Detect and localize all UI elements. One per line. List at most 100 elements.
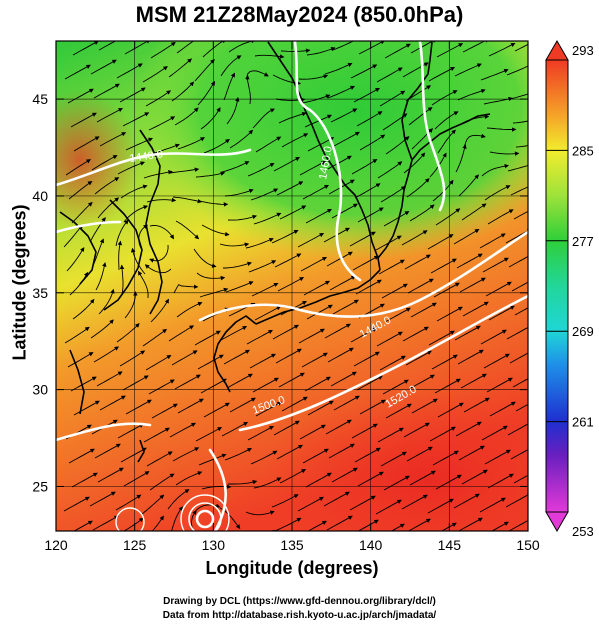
streamline <box>119 87 146 103</box>
plot-area: 1440.0 1460.0 1500.0 1520.0 1440.0 <box>56 41 528 531</box>
streamline <box>359 134 386 151</box>
streamline <box>409 204 435 222</box>
streamline <box>223 72 235 101</box>
streamline <box>130 247 146 275</box>
streamline <box>89 217 106 243</box>
streamline <box>119 264 125 295</box>
streamline <box>271 229 299 244</box>
streamline <box>117 240 123 271</box>
streamline <box>510 186 528 196</box>
streamline <box>247 425 274 441</box>
longitude-gridlines <box>134 41 450 531</box>
streamline <box>279 205 307 220</box>
colorbar-tick-label: 261 <box>572 415 594 430</box>
streamline <box>299 424 326 440</box>
streamline <box>325 419 352 435</box>
streamline <box>299 160 326 176</box>
streamline <box>403 422 430 438</box>
streamline <box>461 203 487 221</box>
streamline <box>124 291 138 319</box>
credit-data: Data from http://database.rish.kyoto-u.a… <box>162 610 437 621</box>
streamline <box>453 493 480 509</box>
streamline <box>92 515 119 531</box>
streamline <box>515 145 528 148</box>
streamline <box>434 111 459 130</box>
colorbar-lower-extension <box>545 511 569 532</box>
streamline <box>138 270 149 299</box>
streamline <box>458 174 480 197</box>
contour-line-4 <box>198 230 528 322</box>
streamline <box>73 400 100 416</box>
streamline <box>254 54 285 59</box>
streamline <box>301 94 331 104</box>
streamline <box>72 41 99 56</box>
x-ticks <box>55 41 529 531</box>
streamline <box>324 323 351 339</box>
streamline <box>457 88 486 101</box>
streamline <box>248 260 277 273</box>
streamline <box>64 326 90 344</box>
x-tick-label: 145 <box>438 537 462 553</box>
streamline <box>174 107 199 126</box>
streamline <box>203 402 230 418</box>
streamline <box>253 477 282 489</box>
streamline <box>124 41 151 55</box>
streamline <box>486 127 517 132</box>
streamline <box>123 517 144 531</box>
streamline <box>305 472 332 488</box>
streamline <box>354 447 381 463</box>
streamline <box>327 85 355 99</box>
streamline <box>480 329 507 345</box>
streamline <box>229 397 256 413</box>
x-tick-label: 140 <box>359 537 383 553</box>
streamline <box>329 275 356 291</box>
streamline <box>226 96 240 125</box>
streamline <box>351 159 378 175</box>
streamline <box>384 43 411 59</box>
streamline <box>381 283 408 299</box>
streamline <box>175 471 203 486</box>
streamline <box>250 450 278 465</box>
streamline <box>276 181 304 196</box>
streamline <box>456 253 483 269</box>
streamline <box>150 298 169 323</box>
y-tick-label: 30 <box>32 382 48 398</box>
streamline <box>197 354 224 370</box>
streamline <box>71 201 93 224</box>
streamline <box>94 443 121 459</box>
streamline <box>193 248 217 268</box>
streamline <box>98 288 115 315</box>
streamline <box>326 251 353 267</box>
streamline <box>489 151 520 156</box>
streamline <box>458 445 485 461</box>
streamline <box>67 352 94 368</box>
streamline <box>169 167 200 174</box>
streamline <box>332 41 360 51</box>
streamline <box>463 397 490 413</box>
streamline <box>402 326 429 342</box>
streamline <box>380 186 406 203</box>
y-tick-label: 45 <box>32 91 48 107</box>
streamline <box>70 112 97 128</box>
streamline <box>350 64 378 79</box>
streamline <box>141 494 165 515</box>
map-title: MSM 21Z28May2024 (850.0hPa) <box>135 2 464 27</box>
streamline <box>512 378 528 388</box>
streamline <box>276 444 303 460</box>
streamline <box>117 161 146 175</box>
streamline <box>485 281 512 297</box>
streamline <box>249 353 276 369</box>
streamline <box>454 325 481 341</box>
streamline <box>65 159 91 176</box>
streamline <box>97 467 124 483</box>
streamline <box>404 254 431 270</box>
streamline <box>328 443 355 459</box>
streamline <box>226 373 253 389</box>
x-tick-labels: 120 125 130 135 140 145 150 <box>44 537 540 553</box>
streamline <box>409 470 436 486</box>
warm-region-west <box>56 90 140 230</box>
colorbar-body <box>545 59 569 513</box>
streamline <box>251 282 279 297</box>
streamline <box>323 491 350 507</box>
